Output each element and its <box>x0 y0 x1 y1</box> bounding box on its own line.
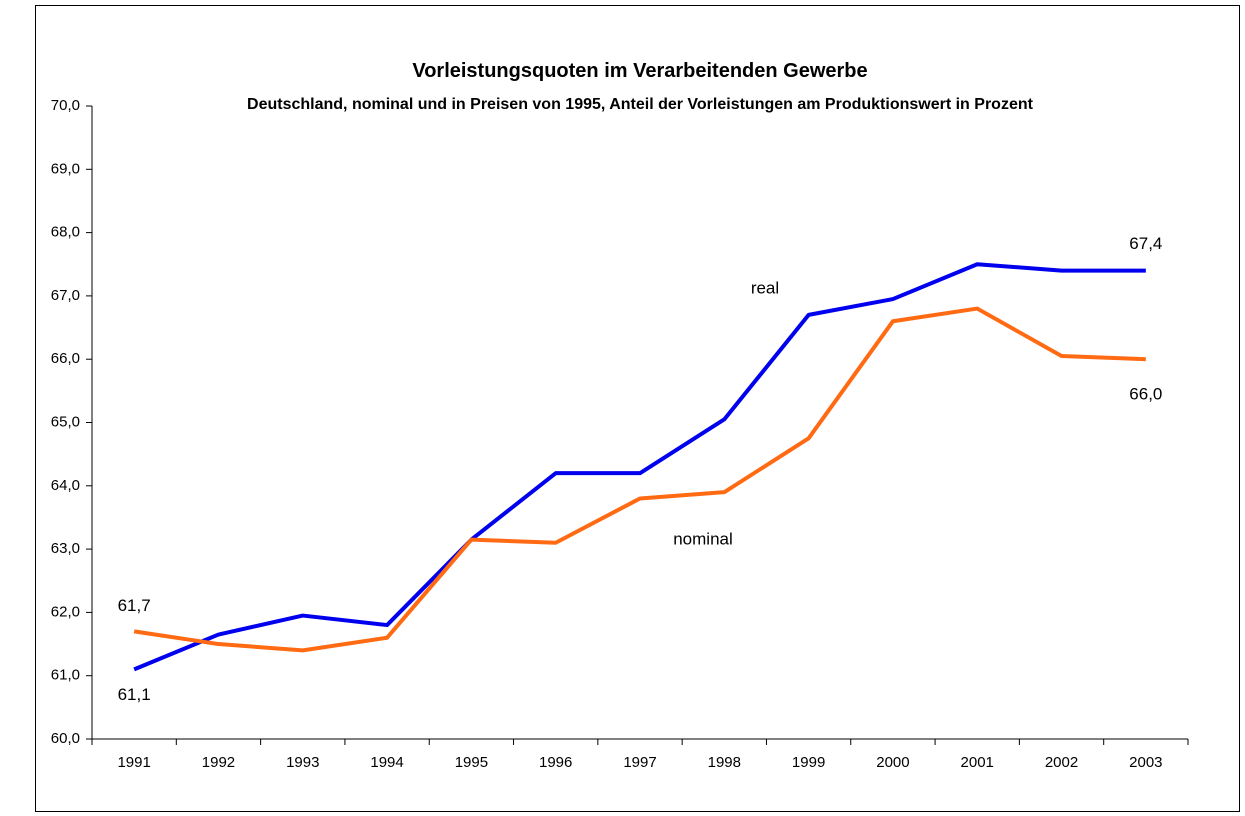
y-tick-label: 69,0 <box>51 160 80 177</box>
y-tick-label: 70,0 <box>51 97 80 114</box>
line-series <box>133 262 1146 672</box>
x-tick-label: 2003 <box>1129 754 1162 771</box>
x-tick-label: 1993 <box>286 754 319 771</box>
chart-border <box>35 5 1240 812</box>
y-tick-label: 63,0 <box>51 540 80 557</box>
x-tick-label: 1996 <box>539 754 572 771</box>
line-series <box>133 306 1146 653</box>
x-tick-label: 2000 <box>876 754 909 771</box>
y-tick-label: 65,0 <box>51 413 80 430</box>
chart-subtitle: Deutschland, nominal und in Preisen von … <box>247 96 1033 113</box>
x-tick-label: 1992 <box>202 754 235 771</box>
data-label: 66,0 <box>1129 385 1162 404</box>
data-label: 61,1 <box>118 685 151 704</box>
y-tick-label: 61,0 <box>51 667 80 684</box>
y-tick-label: 60,0 <box>51 730 80 747</box>
y-tick-label: 64,0 <box>51 477 80 494</box>
chart-title: Vorleistungsquoten im Verarbeitenden Gew… <box>412 60 868 82</box>
x-tick-label: 1998 <box>708 754 741 771</box>
x-tick-label: 1994 <box>370 754 403 771</box>
data-label: 67,4 <box>1129 234 1162 253</box>
x-tick-label: 1997 <box>623 754 656 771</box>
y-tick-label: 66,0 <box>51 350 80 367</box>
x-tick-label: 1999 <box>792 754 825 771</box>
series-label: real <box>751 278 779 297</box>
y-tick-label: 62,0 <box>51 603 80 620</box>
x-tick-label: 2001 <box>961 754 994 771</box>
y-tick-label: 68,0 <box>51 224 80 241</box>
y-tick-label: 67,0 <box>51 287 80 304</box>
x-tick-label: 1995 <box>455 754 488 771</box>
series-label: nominal <box>673 529 733 548</box>
data-label: 61,7 <box>118 596 151 615</box>
x-tick-label: 2002 <box>1045 754 1078 771</box>
x-tick-label: 1991 <box>117 754 150 771</box>
